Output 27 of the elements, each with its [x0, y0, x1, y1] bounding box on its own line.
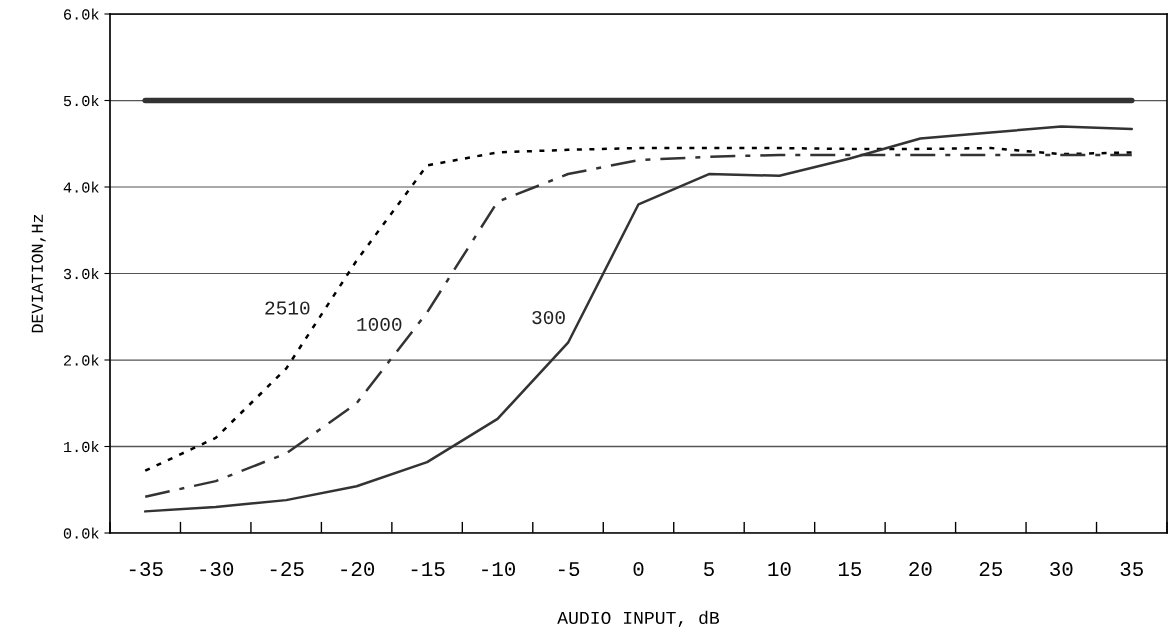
x-tick-label: 35: [1120, 561, 1143, 577]
x-tick-label: 15: [838, 562, 862, 577]
y-tick-label: 0.0k: [63, 527, 99, 539]
x-tick-label: 10: [768, 561, 791, 577]
y-axis-title: DEVIATION,Hz: [31, 214, 46, 333]
x-tick-label: -20: [341, 561, 375, 577]
y-tick-label: 4.0k: [63, 181, 99, 193]
x-tick-label: -25: [270, 561, 304, 577]
series-label: 1000: [357, 317, 402, 332]
x-tick-label: -5: [558, 562, 580, 577]
y-tick-label: 5.0k: [63, 94, 99, 107]
x-tick-label: -35: [129, 561, 163, 577]
x-axis-title: AUDIO INPUT, dB: [557, 610, 720, 628]
x-tick-label: 5: [704, 562, 714, 577]
y-tick-label: 3.0k: [63, 267, 99, 280]
series-label: 2510: [265, 301, 310, 315]
x-tick-label: -15: [411, 562, 445, 577]
x-tick-label: -10: [482, 561, 516, 577]
x-tick-label: -30: [200, 561, 234, 577]
y-tick-label: 1.0k: [64, 440, 99, 453]
x-tick-label: 30: [1050, 561, 1073, 577]
series-label: 300: [532, 310, 565, 325]
y-tick-label: 6.0k: [64, 8, 99, 20]
x-tick-label: 20: [909, 561, 932, 577]
x-tick-label: 0: [633, 561, 644, 577]
y-tick-label: 2.0k: [63, 354, 99, 366]
x-tick-label: 25: [979, 561, 1003, 577]
